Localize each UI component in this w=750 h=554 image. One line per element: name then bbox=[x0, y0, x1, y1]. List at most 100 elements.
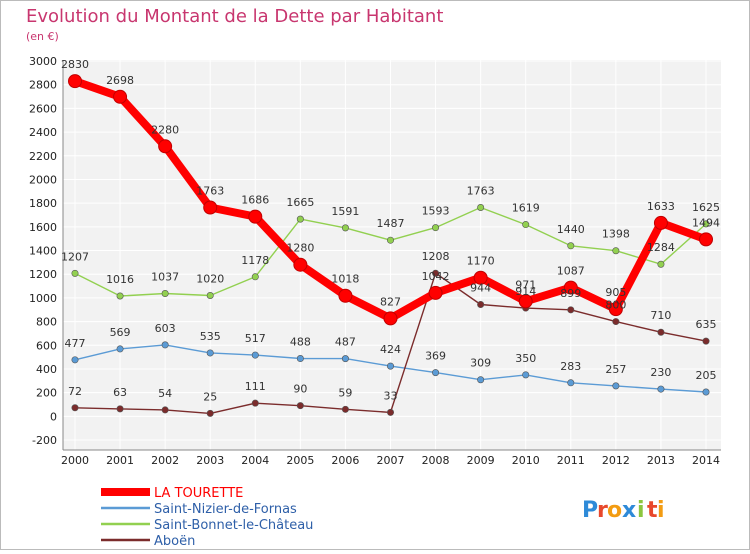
series-point bbox=[116, 345, 124, 353]
y-tick-label: 3000 bbox=[29, 55, 57, 68]
data-label: 2830 bbox=[61, 58, 89, 71]
data-label: 800 bbox=[605, 299, 626, 312]
series-point bbox=[612, 247, 620, 255]
data-label: 1763 bbox=[196, 185, 224, 198]
series-point bbox=[158, 139, 173, 154]
label-layer: 2830 2698 2280 1763 1686 1280 1018 827 1042 1170 9… bbox=[61, 58, 720, 403]
series-point bbox=[612, 382, 620, 390]
x-tick-label: 2003 bbox=[196, 454, 224, 467]
logo-letter: o bbox=[607, 498, 622, 523]
x-tick-label: 2009 bbox=[467, 454, 495, 467]
data-label: 1398 bbox=[602, 228, 630, 241]
x-tick-label: 2001 bbox=[106, 454, 134, 467]
series-point bbox=[518, 294, 533, 309]
series-point bbox=[477, 301, 485, 309]
data-label: 569 bbox=[110, 326, 131, 339]
series-point bbox=[567, 242, 575, 250]
series-point bbox=[522, 371, 530, 379]
y-tick-label: 2800 bbox=[29, 79, 57, 92]
series-point bbox=[657, 328, 665, 336]
series-point bbox=[113, 89, 128, 104]
axis-layer: -200 0 200 400 600 800 1000 1200 1400 1600 1800 200… bbox=[29, 55, 721, 467]
legend-label: Saint-Nizier-de-Fornas bbox=[154, 502, 297, 517]
series-point bbox=[116, 292, 124, 300]
data-label: 603 bbox=[155, 322, 176, 335]
data-label: 488 bbox=[290, 336, 311, 349]
y-tick-label: 600 bbox=[36, 339, 57, 352]
series-point bbox=[653, 215, 668, 230]
data-label: 59 bbox=[338, 386, 352, 399]
series-point bbox=[608, 302, 623, 317]
series-point bbox=[206, 349, 214, 357]
data-label: 1042 bbox=[422, 270, 450, 283]
series-point bbox=[116, 405, 124, 413]
series-point bbox=[203, 200, 218, 215]
data-label: 1593 bbox=[422, 205, 450, 218]
data-label: 1633 bbox=[647, 200, 675, 213]
y-tick-label: 0 bbox=[50, 410, 57, 423]
series-point bbox=[251, 351, 259, 359]
legend-label: LA TOURETTE bbox=[154, 486, 243, 501]
y-tick-label: 2200 bbox=[29, 150, 57, 163]
data-label: 1208 bbox=[422, 250, 450, 263]
data-label: 2280 bbox=[151, 123, 179, 136]
data-label: 1284 bbox=[647, 241, 675, 254]
data-label: 1665 bbox=[286, 196, 314, 209]
logo-letter: P bbox=[582, 498, 598, 523]
proxiti-logo: Pr o x i t i bbox=[582, 498, 665, 523]
series-point bbox=[71, 269, 79, 277]
series-point bbox=[702, 220, 710, 228]
data-label: 1763 bbox=[467, 185, 495, 198]
series-point bbox=[432, 269, 440, 277]
series-point bbox=[386, 408, 394, 416]
y-tick-label: 1000 bbox=[29, 292, 57, 305]
y-tick-label: 2400 bbox=[29, 126, 57, 139]
series-point bbox=[702, 388, 710, 396]
series-point bbox=[563, 280, 578, 295]
logo-letter: x bbox=[622, 498, 636, 523]
data-label: 369 bbox=[425, 350, 446, 363]
series-point bbox=[251, 399, 259, 407]
series-point bbox=[161, 289, 169, 297]
series-point bbox=[338, 288, 353, 303]
logo-letter: t bbox=[647, 498, 658, 523]
data-label: 424 bbox=[380, 343, 401, 356]
data-label: 33 bbox=[384, 389, 398, 402]
data-label: 635 bbox=[696, 318, 717, 331]
data-label: 1619 bbox=[512, 202, 540, 215]
series-point bbox=[341, 355, 349, 363]
series-point bbox=[68, 74, 82, 89]
series-point bbox=[71, 404, 79, 412]
data-label: 2698 bbox=[106, 74, 134, 87]
data-label: 1170 bbox=[467, 255, 495, 268]
series-point bbox=[296, 355, 304, 363]
x-tick-label: 2014 bbox=[692, 454, 720, 467]
series-point bbox=[386, 236, 394, 244]
series-point bbox=[702, 337, 710, 345]
data-label: 111 bbox=[245, 380, 266, 393]
data-label: 1018 bbox=[331, 273, 359, 286]
data-label: 1178 bbox=[241, 254, 269, 267]
data-label: 230 bbox=[650, 366, 671, 379]
data-label: 350 bbox=[515, 352, 536, 365]
series-layer bbox=[68, 74, 713, 417]
legend: LA TOURETTESaint-Nizier-de-FornasSaint-B… bbox=[101, 486, 313, 549]
data-label: 1020 bbox=[196, 273, 224, 286]
x-tick-label: 2008 bbox=[422, 454, 450, 467]
grid-layer bbox=[63, 60, 721, 450]
y-tick-label: 2600 bbox=[29, 102, 57, 115]
y-tick-label: 800 bbox=[36, 316, 57, 329]
data-label: 1440 bbox=[557, 223, 585, 236]
series-point bbox=[386, 362, 394, 370]
series-point bbox=[341, 405, 349, 413]
legend-label: Aboën bbox=[154, 534, 195, 549]
series-point bbox=[699, 232, 713, 247]
data-label: 25 bbox=[203, 390, 217, 403]
data-label: 487 bbox=[335, 336, 356, 349]
data-label: 827 bbox=[380, 295, 401, 308]
x-tick-label: 2012 bbox=[602, 454, 630, 467]
series-point bbox=[428, 285, 443, 300]
series-point bbox=[206, 292, 214, 300]
series-point bbox=[522, 221, 530, 229]
